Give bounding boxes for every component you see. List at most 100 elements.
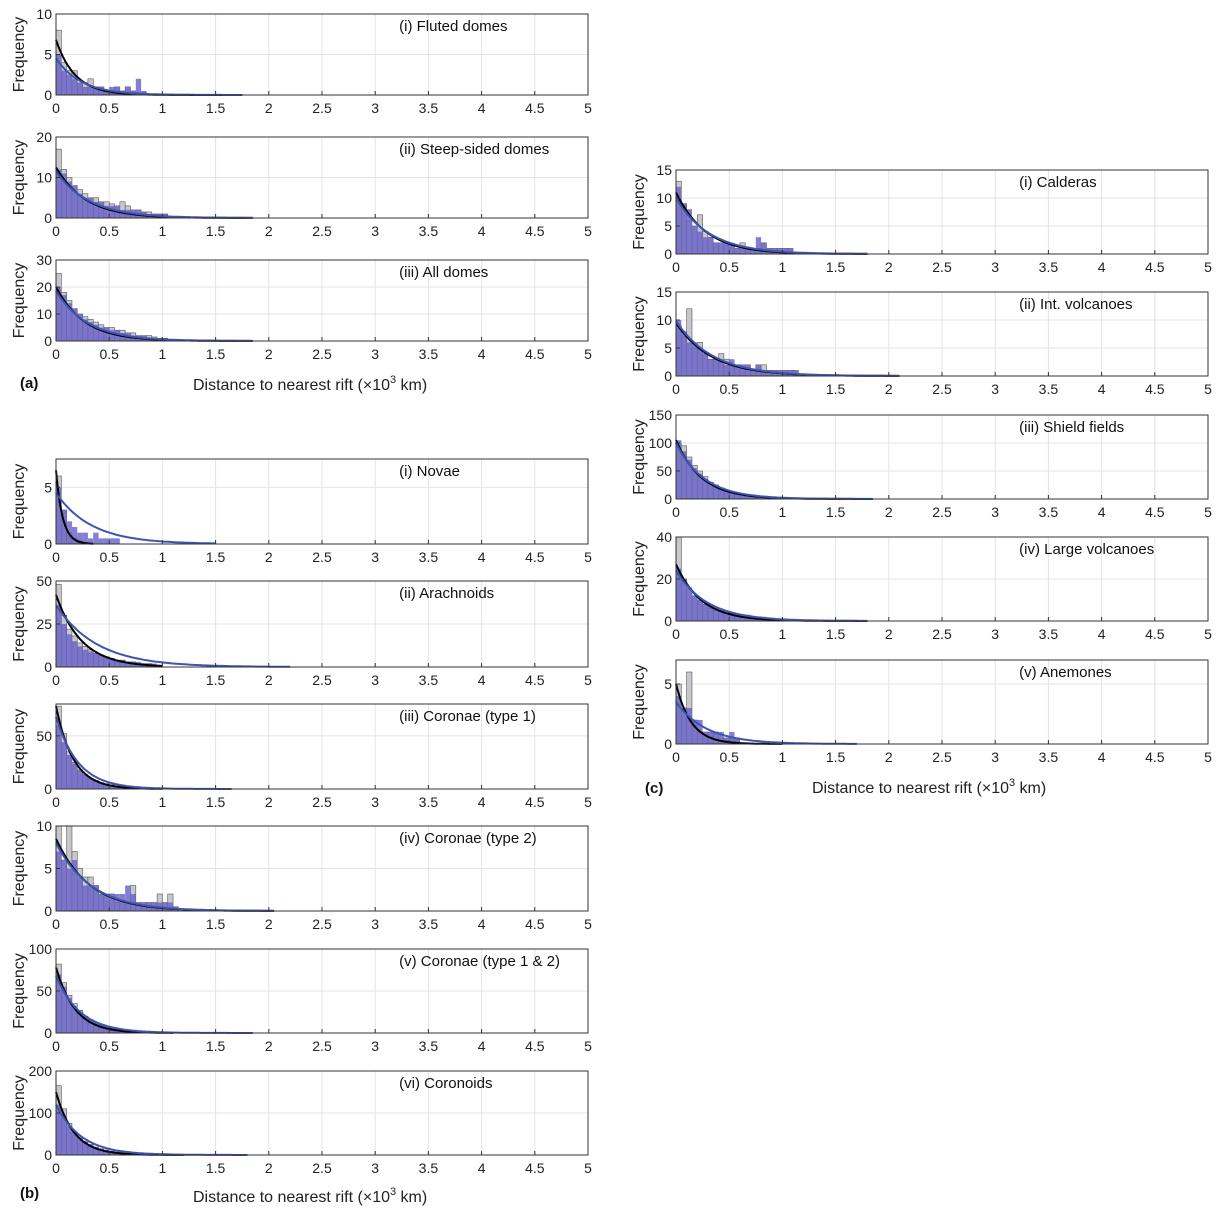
model-bar [103,327,110,341]
model-bar [77,193,83,218]
x-tick-label: 0.5 [719,259,739,275]
model-bar [723,242,730,254]
x-tick-label: 2.5 [312,1038,332,1054]
model-bar [71,185,78,218]
model-bar [87,778,94,789]
x-tick-label: 2 [885,626,893,642]
model-bar [702,237,708,254]
model-bar [98,894,104,911]
model-bar [82,1016,88,1033]
y-tick-label: 0 [44,659,52,675]
model-bar [93,532,99,544]
observed-fit-curve [55,470,94,545]
model-bar [729,242,735,254]
model-bar [71,1131,78,1155]
x-tick-label: 3 [371,1160,379,1176]
y-tick-label: 10 [36,170,52,186]
y-tick-label: 10 [656,190,672,206]
x-tick-label: 4 [1098,626,1106,642]
x-tick-label: 3.5 [1039,259,1059,275]
model-bar [61,986,67,1033]
model-bar [93,780,99,789]
x-tick-label: 0.5 [719,381,739,397]
x-axis-label-c: Distance to nearest rift (×103 km) [812,777,1046,797]
model-bar [718,610,724,621]
panel-11: 0 0.5 1 1.5 2 2.5 3 3.5 4 4.5 5050100150Frequency(… [631,407,1212,520]
y-tick-label: 0 [44,333,52,349]
x-tick-label: 5 [584,794,592,810]
model-bar [77,532,83,544]
x-tick-label: 3 [371,549,379,565]
model-bar [82,319,88,341]
model-bar [723,491,730,499]
model-bar [718,488,724,499]
y-tick-label: 5 [44,861,52,877]
y-tick-label: 0 [664,246,672,262]
model-bar [761,242,767,254]
x-tick-label: 2 [265,549,273,565]
y-tick-label: 50 [656,463,672,479]
model-bar [729,359,735,376]
x-tick-label: 1 [779,381,787,397]
panel-title: (iv) Large volcanoes [1019,541,1154,558]
model-bar [56,605,62,667]
model-bar [66,634,72,667]
x-tick-label: 1.5 [206,916,226,932]
panel-title: (i) Novae [399,463,460,480]
model-bar [87,651,94,667]
model-bar [718,242,724,254]
x-tick-label: 4 [1098,381,1106,397]
model-bar [56,54,62,95]
model-bar [676,568,682,621]
y-axis-label: Frequency [11,464,28,540]
model-bar [87,538,94,544]
x-tick-label: 1 [159,916,167,932]
model-bar [745,364,751,376]
y-tick-label: 10 [656,312,672,328]
x-tick-label: 3 [991,381,999,397]
panel-9: 0 0.5 1 1.5 2 2.5 3 3.5 4 4.5 5 0 5 10 15 Frequency (i) … [631,162,1212,275]
model-bar [125,661,131,667]
x-tick-label: 1 [159,223,167,239]
x-tick-label: 4.5 [1145,626,1165,642]
model-bar [98,1148,104,1155]
y-tick-label: 15 [656,284,672,300]
model-bar [82,197,88,218]
y-axis-label: Frequency [11,586,28,662]
y-tick-label: 5 [664,676,672,692]
model-bar [729,612,735,621]
model-bar [82,774,88,789]
x-tick-label: 5 [584,916,592,932]
y-tick-label: 20 [656,571,672,587]
y-tick-label: 100 [29,941,53,957]
x-tick-label: 4.5 [1145,504,1165,520]
model-bar [697,473,703,499]
model-bar [103,538,110,544]
model-bar [681,579,687,621]
model-bar [167,902,174,911]
model-bar [66,1125,72,1155]
model-bar [119,894,126,911]
y-tick-label: 40 [656,529,672,545]
panel-label-a: (a) [20,375,38,392]
x-tick-label: 4.5 [525,100,545,116]
x-axis-label-a: Distance to nearest rift (×103 km) [193,374,427,394]
x-tick-label: 1.5 [206,1038,226,1054]
panel-title: (ii) Steep-sided domes [399,141,549,158]
y-tick-label: 0 [44,210,52,226]
x-tick-label: 4.5 [1145,749,1165,765]
x-tick-label: 2 [265,672,273,688]
x-tick-label: 2 [265,916,273,932]
model-bar [98,327,104,341]
x-tick-label: 0.5 [99,916,119,932]
x-tick-label: 0 [52,549,60,565]
panel-title: (vi) Coronoids [399,1075,492,1092]
model-bar [77,877,83,911]
panel-13: 0 0.5 1 1.5 2 2.5 3 3.5 4 4.5 5 0 5 Frequency (v) Anem… [631,659,1212,765]
y-axis-label: Frequency [11,140,28,216]
x-tick-label: 2 [265,223,273,239]
model-bar [723,612,730,621]
x-tick-label: 3.5 [1039,749,1059,765]
x-tick-label: 4 [478,672,486,688]
